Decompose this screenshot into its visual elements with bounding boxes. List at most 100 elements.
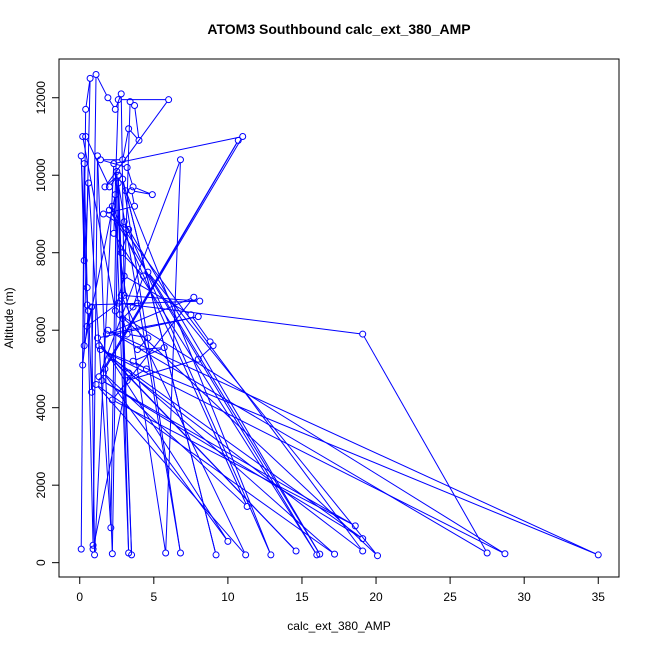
series-line-segment [83, 81, 91, 343]
data-point [194, 355, 202, 363]
series-line-segment [104, 381, 361, 538]
data-point [110, 160, 118, 168]
series-line-segment [116, 136, 240, 164]
x-tick-label: 25 [443, 590, 457, 604]
series-line-segment [117, 178, 132, 552]
data-point [134, 346, 142, 354]
series-line-segment [135, 187, 150, 194]
data-point [94, 334, 102, 342]
data-point [224, 537, 232, 545]
data-point [95, 342, 103, 350]
series-line-segment [93, 375, 129, 547]
series-line-segment [114, 235, 316, 553]
y-tick-label: 4000 [34, 394, 48, 421]
data-point [359, 535, 367, 543]
data-point [125, 225, 133, 233]
data-point [101, 183, 109, 191]
series-line-segment [112, 358, 361, 538]
data-point [239, 132, 247, 140]
series-line-segment [109, 100, 115, 108]
data-point [98, 377, 106, 385]
data-point [107, 353, 115, 361]
data-point [110, 229, 118, 237]
data-point [187, 311, 195, 319]
series-line-segment [106, 101, 168, 185]
data-point [92, 380, 100, 388]
series-line-segment [91, 77, 97, 390]
data-point [194, 313, 202, 321]
data-point [92, 70, 100, 78]
y-tick-label: 0 [34, 559, 48, 566]
data-point [79, 361, 87, 369]
data-point [82, 132, 90, 140]
data-point [139, 272, 147, 280]
data-point [359, 547, 367, 555]
data-point [131, 101, 139, 109]
data-point [483, 549, 491, 557]
series-line-segment [94, 166, 115, 552]
series-line-segment [87, 309, 92, 324]
data-point [212, 551, 220, 559]
series-line-segment [86, 138, 109, 185]
data-point [101, 365, 109, 373]
series-lines [80, 76, 596, 555]
series-line-segment [98, 385, 333, 553]
x-tick-label: 35 [592, 590, 606, 604]
data-point [120, 218, 128, 226]
series-line-segment [149, 274, 377, 554]
data-point [129, 357, 137, 365]
data-point [120, 272, 128, 280]
series-line-segment [120, 96, 125, 293]
data-point [82, 105, 90, 113]
series-line-segment [135, 348, 162, 361]
data-point [142, 365, 150, 373]
data-point [206, 338, 214, 346]
data-point [89, 541, 97, 549]
series-line-segment [127, 170, 133, 185]
series-line-segment [123, 104, 131, 293]
series-line-segment [165, 162, 181, 551]
series-line-segment [80, 158, 85, 258]
data-point [123, 163, 131, 171]
series-line-segment [90, 300, 197, 306]
data-point [125, 549, 133, 557]
chart-title: ATOM3 Southbound calc_ext_380_AMP [207, 21, 470, 37]
data-point [128, 187, 136, 195]
x-tick-label: 10 [221, 590, 235, 604]
data-point [99, 369, 107, 377]
data-point [111, 105, 119, 113]
series-line-segment [86, 290, 94, 543]
data-point [99, 210, 107, 218]
data-point [111, 307, 119, 315]
data-point [131, 202, 139, 210]
data-point [111, 191, 119, 199]
data-point [120, 291, 128, 299]
series-line-segment [88, 185, 112, 525]
data-point [313, 551, 321, 559]
series-line-segment [82, 112, 87, 363]
series-line-segment [126, 193, 271, 553]
data-point [96, 346, 104, 354]
series-line-segment [129, 370, 145, 380]
data-point [148, 191, 156, 199]
data-point [117, 90, 125, 98]
series-line-segment [115, 96, 121, 107]
x-axis-label: calc_ext_380_AMP [287, 619, 390, 633]
series-line-segment [113, 102, 119, 231]
data-point [96, 156, 104, 164]
data-point [80, 256, 88, 264]
data-point [107, 524, 115, 532]
data-point [267, 551, 275, 559]
data-point [144, 268, 152, 276]
data-point [160, 344, 168, 352]
series-line-segment [106, 206, 132, 214]
series-line-segment [110, 174, 118, 525]
series-line-segment [126, 277, 189, 314]
series-line-segment [122, 315, 503, 553]
data-point [129, 303, 137, 311]
series-line-segment [84, 197, 116, 343]
data-point [125, 125, 133, 133]
data-point [104, 94, 112, 102]
data-point [176, 549, 184, 557]
